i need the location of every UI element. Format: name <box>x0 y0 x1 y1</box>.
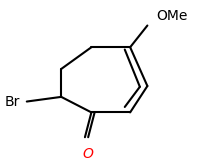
Text: O: O <box>83 147 94 161</box>
Text: Br: Br <box>5 95 20 109</box>
Text: OMe: OMe <box>156 9 187 23</box>
